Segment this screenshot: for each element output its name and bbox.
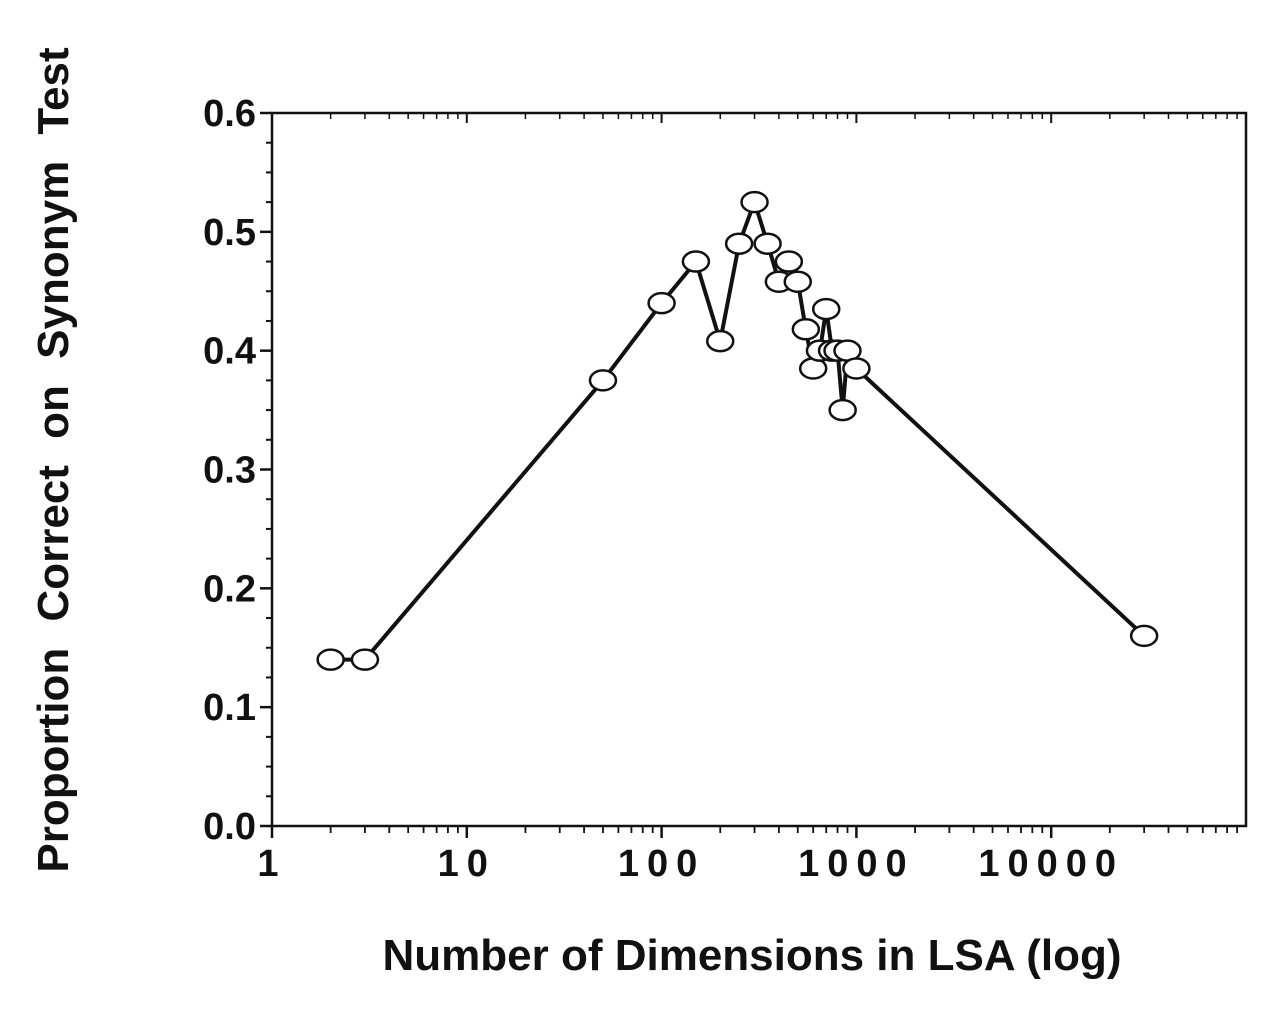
y-tick-label: 0.5 (203, 212, 256, 254)
data-point (588, 369, 618, 392)
x-tick-label: 100 (618, 843, 705, 885)
x-axis-title: Number of Dimensions in LSA (log) (382, 931, 1121, 980)
data-point (842, 357, 871, 380)
y-tick-label: 0.4 (203, 331, 256, 373)
y-tick-label: 0.2 (203, 568, 256, 610)
data-point (753, 232, 782, 255)
data-point (1129, 624, 1159, 648)
x-tick-label: 1 (257, 843, 286, 885)
y-axis-title: Proportion Correct on Synonym Test (29, 47, 78, 873)
y-tick-labels: 0.0 0.1 0.2 0.3 0.4 0.5 0.6 (203, 93, 256, 848)
data-point (316, 648, 345, 671)
minor-ticks (266, 113, 1238, 833)
series-points (316, 190, 1159, 671)
data-point (811, 297, 841, 321)
y-tick-label: 0.1 (203, 687, 256, 729)
x-tick-labels: 1 10 100 1000 10000 (257, 843, 1124, 885)
x-tick-label: 10 (438, 843, 496, 885)
data-point (740, 190, 769, 214)
x-tick-label: 10000 (978, 843, 1124, 885)
y-tick-label: 0.0 (203, 806, 256, 848)
data-point (828, 398, 857, 422)
y-tick-label: 0.3 (203, 450, 256, 492)
data-point (791, 318, 821, 341)
data-point (350, 648, 380, 671)
data-point (724, 232, 754, 255)
data-point (783, 270, 813, 293)
x-tick-label: 1000 (798, 843, 915, 885)
major-ticks (260, 111, 1053, 838)
data-point (681, 250, 711, 273)
data-point (647, 291, 676, 315)
y-tick-label: 0.6 (203, 93, 256, 135)
series-line (330, 200, 1146, 662)
data-point (774, 250, 804, 273)
data-point (705, 329, 735, 353)
